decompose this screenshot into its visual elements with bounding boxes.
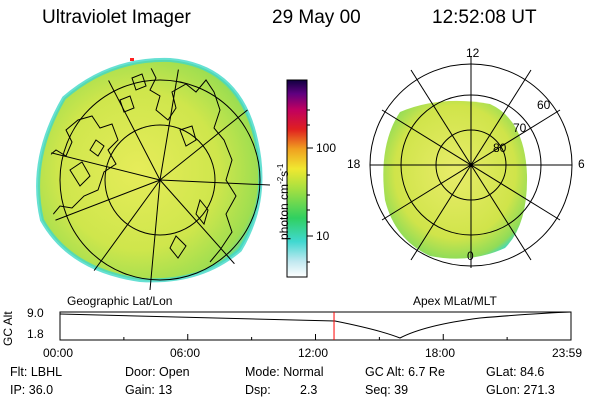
info-ip: IP: 36.0 [10,383,54,397]
observation-time: 12:52:08 UT [432,7,537,28]
colorbar-ticks [307,109,313,263]
observation-date: 29 May 00 [272,7,361,28]
colorbar-axis-label: photon cm-2s-1 [276,163,291,240]
mlat-label-70: 70 [513,121,527,135]
altitude-plot [59,311,572,341]
instrument-title: Ultraviolet Imager [42,7,191,28]
info-dsp-value: 2.3 [300,383,318,397]
mlt-label-6: 6 [578,157,585,171]
info-mode: Mode: Normal [245,365,324,379]
info-glat: GLat: 84.6 [486,365,545,379]
colorbar-exp2: -1 [276,163,285,171]
geographic-image [36,57,263,283]
altitude-ytick-bottom: 1.8 [27,327,44,341]
colorbar [286,79,308,278]
info-gain: Gain: 13 [125,383,173,397]
colorbar-exp1: -2 [276,176,285,184]
mlt-label-12: 12 [466,46,480,60]
info-seq: Seq: 39 [365,383,409,397]
info-door: Door: Open [125,365,190,379]
info-filter: Flt: LBHL [10,365,63,379]
altitude-ylabel: GC Alt [1,311,15,346]
x-tick-0600: 06:00 [170,346,201,360]
x-tick-1800: 18:00 [425,346,456,360]
magnetic-caption: Apex MLat/MLT [413,294,497,308]
colorbar-tick-100: 100 [316,141,337,155]
altitude-ytick-top: 9.0 [27,306,44,320]
colorbar-unit-s: s [277,170,291,177]
colorbar-unit: photon cm [277,183,291,240]
mlt-label-0: 0 [467,249,474,263]
info-gc-alt: GC Alt: 6.7 Re [365,365,445,379]
magnetic-grid [369,56,573,268]
x-tick-1200: 12:00 [298,346,329,360]
mlat-label-80: 80 [493,141,507,155]
x-tick-2359: 23:59 [552,346,583,360]
colorbar-tick-10: 10 [316,229,330,243]
info-glon: GLon: 271.3 [486,383,555,397]
mlt-label-18: 18 [347,157,361,171]
magnetic-image [383,100,528,259]
geographic-caption: Geographic Lat/Lon [67,294,173,308]
mlat-label-60: 60 [537,98,551,112]
red-pixel-artifact [130,58,134,61]
info-dsp-label: Dsp: [245,383,271,397]
x-tick-0000: 00:00 [43,346,74,360]
